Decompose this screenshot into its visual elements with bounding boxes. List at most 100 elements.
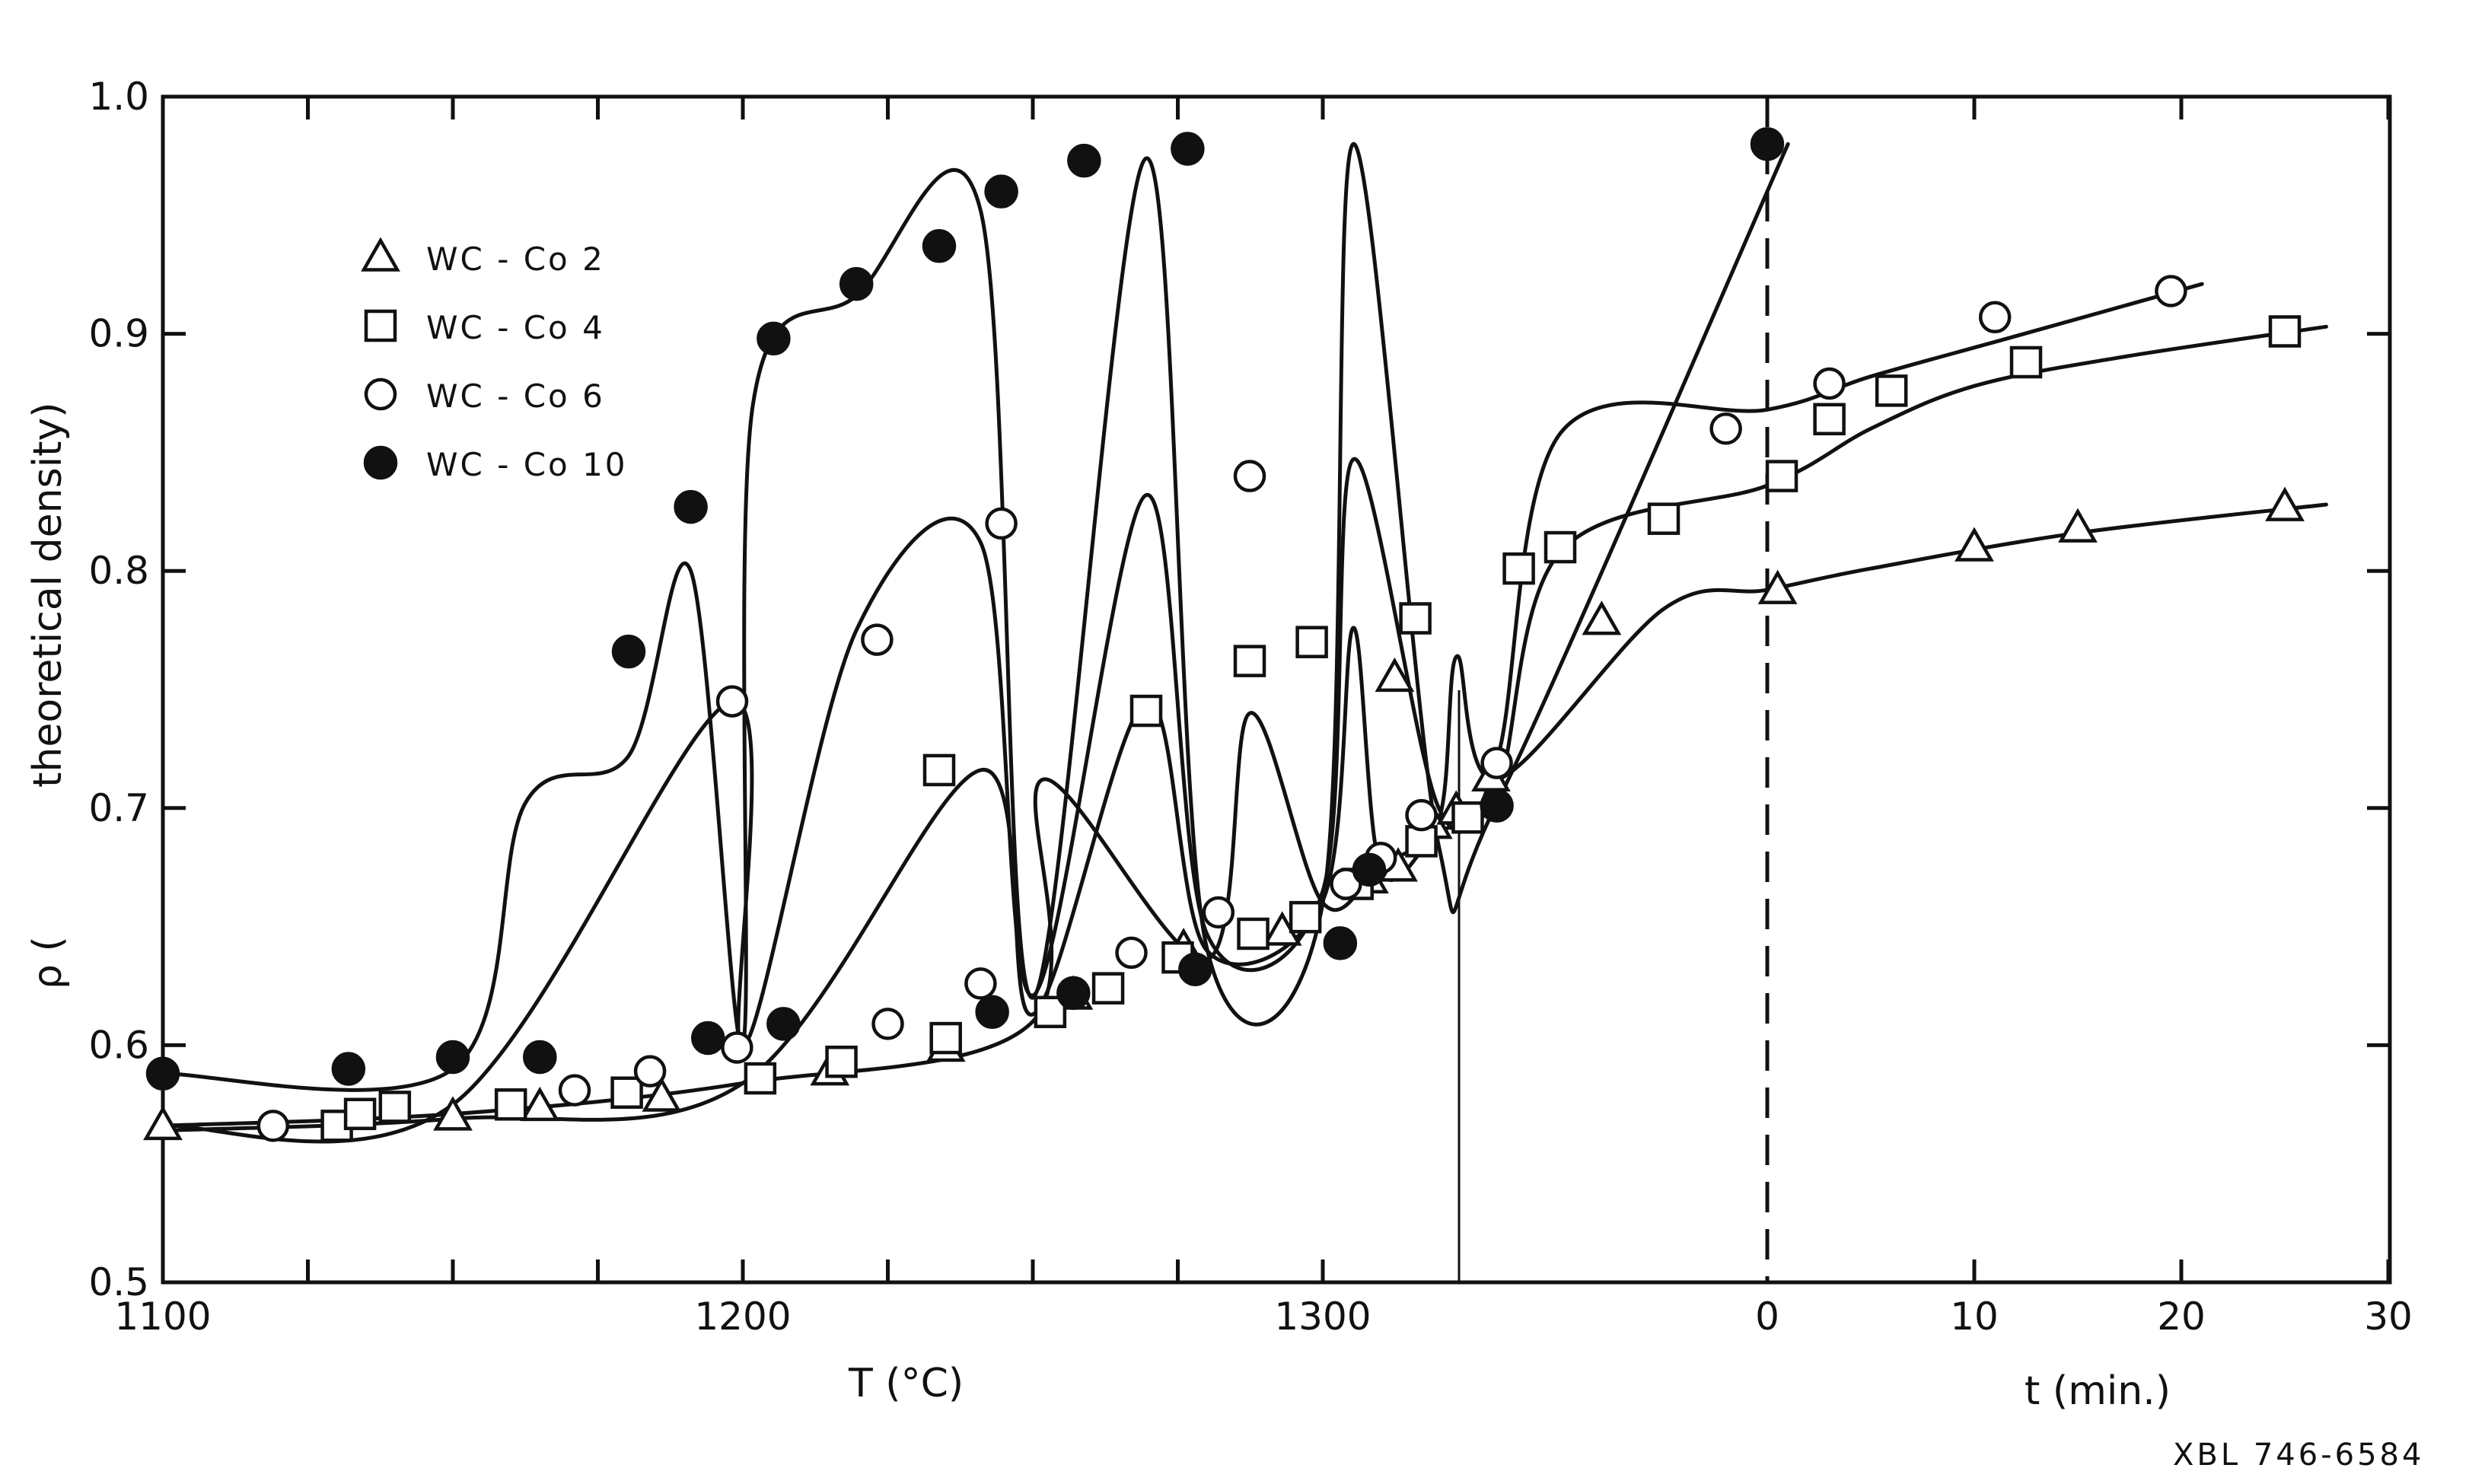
point-wc-co-6 — [633, 1055, 667, 1088]
point-wc-co-4 — [1451, 801, 1484, 834]
point-wc-co-4 — [1295, 626, 1328, 658]
point-wc-co-2 — [2265, 486, 2305, 521]
point-wc-co-10 — [1178, 952, 1212, 986]
point-wc-co-4 — [929, 1021, 962, 1055]
point-wc-co-10 — [1750, 127, 1785, 161]
point-wc-co-10 — [331, 1052, 366, 1086]
point-wc-co-4 — [1765, 460, 1798, 492]
point-wc-co-6 — [715, 685, 749, 718]
legend-label: WC - Co 10 — [426, 446, 628, 483]
point-wc-co-10 — [1171, 132, 1205, 166]
point-wc-co-4 — [1405, 825, 1438, 858]
point-wc-co-2 — [520, 1086, 560, 1122]
data-points — [143, 127, 2305, 1142]
fitted-curves — [161, 142, 2328, 1144]
curve-wc-co-2 — [161, 502, 2328, 1128]
point-wc-co-4 — [1091, 972, 1125, 1005]
point-wc-co-2 — [2058, 508, 2098, 543]
point-wc-co-10 — [435, 1040, 470, 1075]
y-tick-label: 0.5 — [88, 1260, 149, 1304]
point-wc-co-10 — [839, 266, 874, 301]
point-wc-co-6 — [1405, 798, 1438, 832]
curve-wc-co-10 — [161, 142, 1790, 1092]
point-wc-co-4 — [1289, 900, 1322, 934]
y-tick-label: 0.8 — [88, 549, 149, 593]
point-wc-co-10 — [1480, 788, 1514, 823]
point-wc-co-4 — [2009, 346, 2043, 379]
point-wc-co-4 — [1237, 917, 1270, 951]
y-axis-title: ρ ( theoretical density) — [25, 402, 71, 989]
point-wc-co-4 — [1875, 374, 1908, 407]
point-wc-co-4 — [1233, 645, 1266, 677]
point-wc-co-6 — [1480, 747, 1513, 779]
point-wc-co-2 — [143, 1105, 183, 1141]
y-tick-label: 0.6 — [88, 1023, 149, 1067]
point-wc-co-2 — [1582, 600, 1622, 635]
point-wc-co-4 — [1813, 403, 1846, 436]
x-tick-label-time: 30 — [2364, 1295, 2413, 1339]
x-tick-label-temperature: 1300 — [1274, 1295, 1371, 1339]
plot-frame — [161, 94, 2392, 1285]
point-wc-co-2 — [1954, 527, 1994, 562]
legend-label: WC - Co 2 — [426, 240, 605, 278]
point-wc-co-6 — [985, 507, 1018, 540]
y-tick-label: 0.9 — [88, 312, 149, 356]
x-axis-title-time: t (min.) — [2025, 1368, 2171, 1414]
point-wc-co-10 — [523, 1040, 557, 1075]
point-wc-co-2 — [642, 1077, 682, 1112]
point-wc-co-10 — [757, 321, 791, 356]
legend-marker — [364, 377, 397, 411]
y-axis-label: theoretical density) — [25, 402, 71, 788]
point-wc-co-2 — [433, 1096, 473, 1131]
point-wc-co-10 — [691, 1021, 725, 1056]
point-wc-co-6 — [861, 623, 894, 656]
point-wc-co-10 — [611, 634, 646, 669]
point-wc-co-10 — [145, 1056, 180, 1091]
legend-marker — [361, 237, 400, 272]
legend-marker — [363, 445, 398, 480]
point-wc-co-6 — [871, 1008, 904, 1040]
point-wc-co-4 — [610, 1076, 643, 1109]
x-tick-label-time: 10 — [1950, 1295, 1999, 1339]
point-wc-co-6 — [721, 1031, 753, 1064]
point-wc-co-4 — [1647, 502, 1681, 535]
point-wc-co-10 — [766, 1007, 801, 1041]
tick-marks — [161, 94, 2391, 1285]
point-wc-co-4 — [378, 1091, 412, 1123]
y-tick-label: 0.7 — [88, 786, 149, 830]
legend-marker — [364, 309, 397, 342]
point-wc-co-4 — [2268, 315, 2302, 348]
point-wc-co-10 — [975, 995, 1009, 1030]
point-wc-co-4 — [825, 1045, 858, 1078]
legend-label: WC - Co 6 — [426, 377, 605, 415]
point-wc-co-10 — [1067, 143, 1101, 178]
point-wc-co-4 — [1544, 530, 1577, 564]
point-wc-co-2 — [1375, 657, 1415, 693]
tick-labels: 0.5 0.6 0.7 0.8 0.9 1.0 1100 1200 1300 0 10 20 30 — [88, 75, 2412, 1339]
x-tick-label-time: 0 — [1755, 1295, 1779, 1339]
point-wc-co-10 — [674, 489, 708, 524]
point-wc-co-6 — [1813, 367, 1846, 400]
x-axis-title-temperature: T (°C) — [848, 1361, 964, 1406]
point-wc-co-6 — [1202, 896, 1235, 929]
point-wc-co-6 — [1233, 460, 1266, 492]
point-wc-co-10 — [1056, 976, 1091, 1011]
point-wc-co-10 — [1352, 852, 1387, 887]
point-wc-co-4 — [922, 753, 956, 787]
x-tick-label-temperature: 1200 — [694, 1295, 791, 1339]
point-wc-co-6 — [256, 1110, 290, 1142]
point-wc-co-4 — [343, 1097, 377, 1131]
point-wc-co-6 — [1115, 936, 1148, 970]
point-wc-co-10 — [1323, 926, 1358, 960]
point-wc-co-6 — [2155, 275, 2187, 307]
legend: WC - Co 2 WC - Co 4 WC - Co 6 WC - Co 10 — [361, 237, 628, 483]
point-wc-co-10 — [922, 229, 957, 263]
point-wc-co-6 — [558, 1074, 591, 1107]
point-wc-co-6 — [1709, 412, 1742, 445]
y-tick-label: 1.0 — [88, 75, 149, 119]
curve-wc-co-6 — [161, 282, 2204, 1144]
point-wc-co-2 — [1757, 569, 1798, 604]
x-tick-label-time: 20 — [2157, 1295, 2206, 1339]
point-wc-co-4 — [1502, 552, 1535, 585]
